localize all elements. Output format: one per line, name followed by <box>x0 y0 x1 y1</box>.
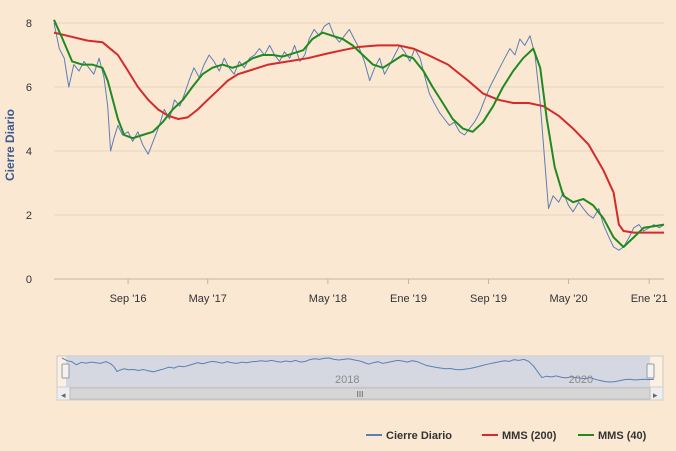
navigator-series-line <box>61 357 655 383</box>
navigator-year-label: 2018 <box>335 374 359 386</box>
navigator[interactable]: 2018 2020 III ◂ ▸ <box>56 355 664 401</box>
y-tick-label: 8 <box>26 18 32 30</box>
legend-item[interactable]: MMS (200) <box>482 430 557 442</box>
legend-label: Cierre Diario <box>386 430 452 442</box>
x-tick-label: May '17 <box>189 293 227 305</box>
navigator-selected-range[interactable] <box>66 356 650 387</box>
legend-item[interactable]: MMS (40) <box>578 430 647 442</box>
y-tick-label: 0 <box>26 274 32 286</box>
y-tick-label: 6 <box>26 82 32 94</box>
navigator-right-handle[interactable] <box>646 363 655 379</box>
x-tick-label: May '18 <box>309 293 347 305</box>
x-tick-label: Sep '16 <box>110 293 147 305</box>
legend: Cierre Diario MMS (200) MMS (40) <box>366 430 647 442</box>
scrollbar-thumb[interactable] <box>69 387 651 400</box>
grid-lines <box>54 22 664 216</box>
series-line-mms-200[interactable] <box>53 31 664 234</box>
navigator-left-handle[interactable] <box>61 363 70 379</box>
y-tick-labels: 0 2 4 6 8 <box>26 18 32 286</box>
series-line-mms-40[interactable] <box>53 19 665 248</box>
x-tick-label: Ene '19 <box>390 293 427 305</box>
series-line-cierre-diario[interactable] <box>53 22 665 251</box>
scrollbar-left-arrow-icon[interactable]: ◂ <box>61 391 66 401</box>
x-tick-label: Sep '19 <box>470 293 507 305</box>
y-tick-label: 4 <box>26 146 32 158</box>
x-tick-label: Ene '21 <box>631 293 668 305</box>
y-axis-title: Cierre Diario <box>3 109 17 181</box>
navigator-year-labels: 2018 2020 <box>335 374 593 386</box>
y-tick-label: 2 <box>26 210 32 222</box>
legend-item[interactable]: Cierre Diario <box>366 430 452 442</box>
navigator-year-label: 2020 <box>569 374 593 386</box>
scrollbar-grip-icon: III <box>357 390 364 399</box>
legend-label: MMS (200) <box>502 430 557 442</box>
legend-label: MMS (40) <box>598 430 647 442</box>
x-tick-label: May '20 <box>549 293 587 305</box>
series-lines <box>53 19 665 251</box>
scrollbar-right-arrow-icon[interactable]: ▸ <box>653 391 658 401</box>
x-axis: Sep '16 May '17 May '18 Ene '19 Sep '19 May '… <box>54 278 668 305</box>
